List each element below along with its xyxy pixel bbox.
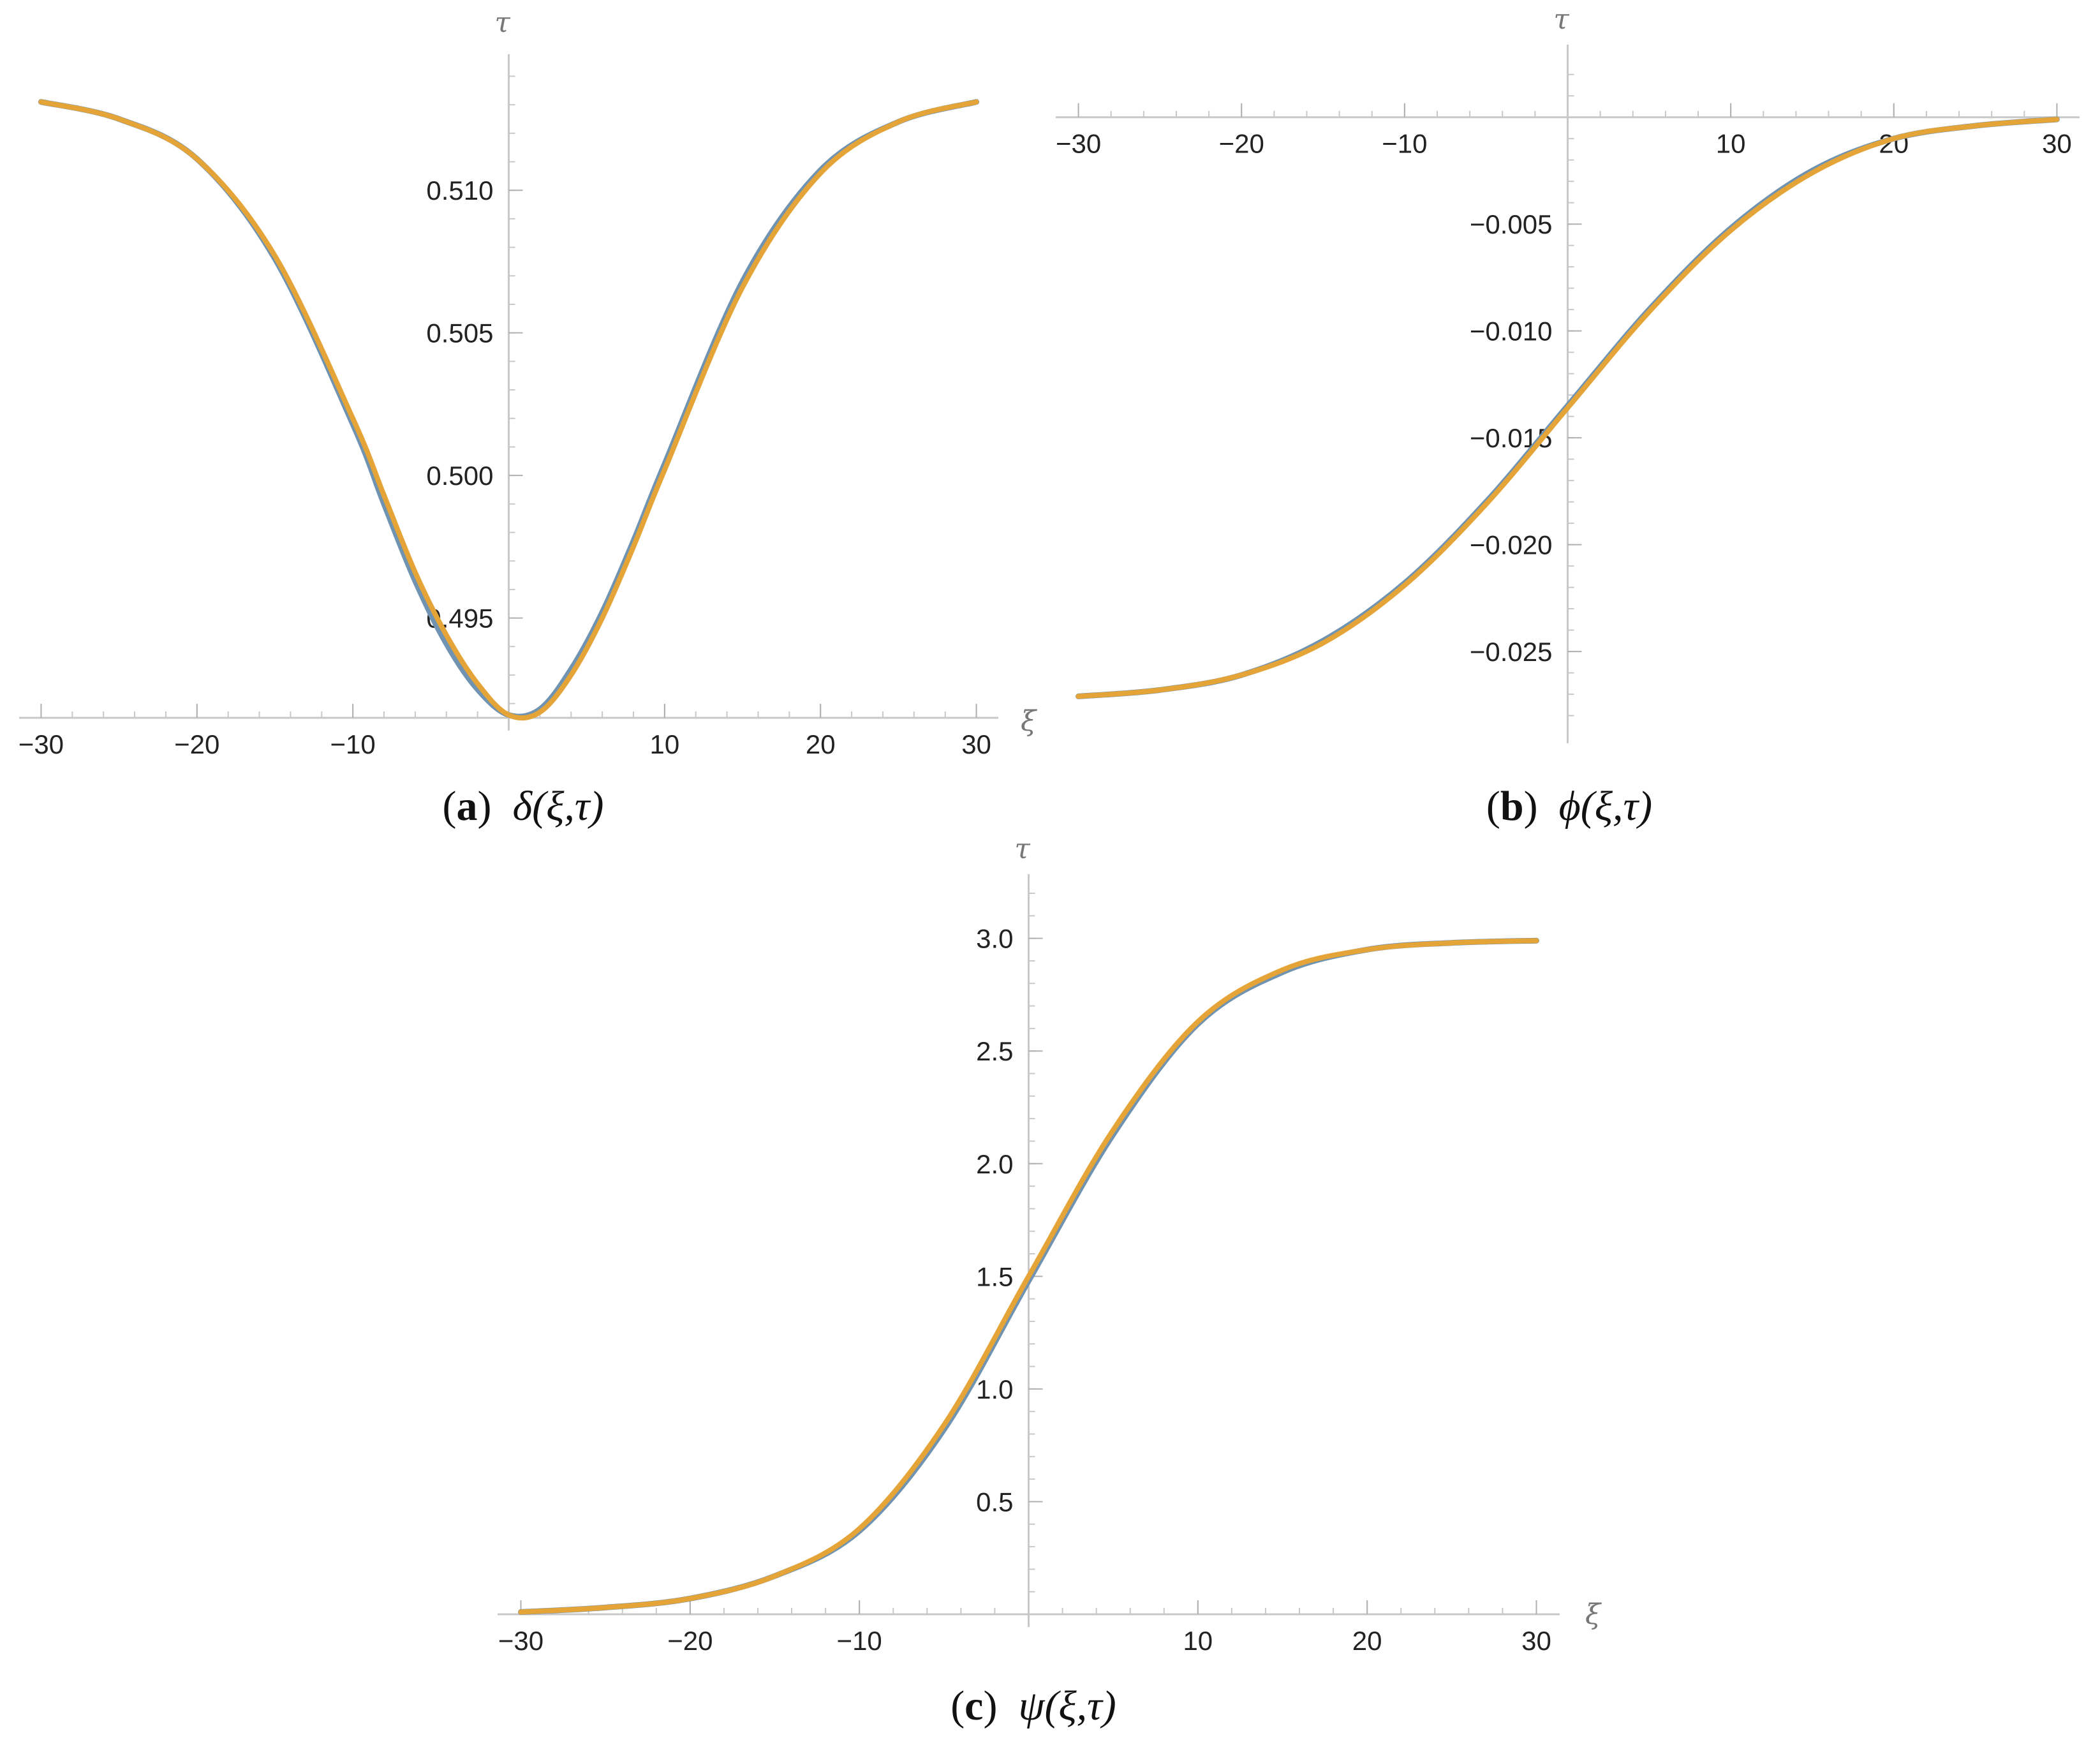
caption-close-paren: ): [983, 1683, 1018, 1729]
panel-caption: (a) δ(ξ,τ): [443, 783, 604, 829]
caption-letter: b: [1500, 783, 1524, 829]
y-tick-label: 2.5: [976, 1036, 1013, 1066]
x-tick-label: −10: [1382, 129, 1427, 159]
panel-caption: (c) ψ(ξ,τ): [950, 1683, 1116, 1729]
caption-math: δ(ξ,τ): [512, 783, 603, 829]
x-tick-label: 30: [961, 729, 991, 759]
x-tick-label: 10: [1183, 1626, 1213, 1656]
y-tick-label: 1.5: [976, 1261, 1013, 1291]
x-tick-label: −20: [667, 1626, 713, 1656]
caption-letter: c: [965, 1683, 983, 1729]
y-tick-label: −0.025: [1470, 637, 1553, 667]
y-axis-title: τ: [1014, 833, 1030, 865]
panel-c: −30 −20 −10 10 20 30 0.5 1.0 1.5 2.0 2.5 3.0 ξ τ (c) ψ…: [498, 833, 1602, 1729]
y-axis-title: τ: [494, 6, 510, 39]
series-line-orange: [38, 99, 979, 721]
y-tick-label: 0.505: [426, 318, 493, 348]
series-line-orange: [518, 938, 1539, 1615]
caption-open-paren: (: [443, 783, 457, 829]
caption-open-paren: (: [950, 1683, 965, 1729]
y-tick-label: −0.005: [1470, 209, 1553, 239]
x-tick-label: −30: [498, 1626, 543, 1656]
y-tick-label: 3.0: [976, 924, 1013, 954]
y-tick-label: −0.020: [1470, 530, 1553, 560]
panel-a: −30 −20 −10 10 20 300.4950.5000.5050.510ξτ(a)…: [18, 6, 1038, 829]
caption-math: ψ(ξ,τ): [1018, 1683, 1116, 1729]
y-tick-label: −0.010: [1470, 316, 1553, 346]
x-tick-label: 10: [1716, 129, 1746, 159]
caption-close-paren: ): [477, 783, 512, 829]
x-tick-label: 20: [806, 729, 836, 759]
x-tick-label: 10: [649, 729, 679, 759]
x-axis-title: ξ: [1585, 1598, 1602, 1631]
y-tick-label: 1.0: [976, 1374, 1013, 1404]
x-tick-label: 30: [2042, 129, 2072, 159]
series-line-orange: [1076, 117, 2060, 699]
y-axis-title: τ: [1553, 3, 1569, 36]
x-tick-label: 20: [1352, 1626, 1382, 1656]
panel-b: −30 −20 −10 10 20 30−0.005−0.010−0.015−0.020−…: [1056, 3, 2080, 829]
y-tick-label: 2.0: [976, 1149, 1013, 1179]
x-tick-label: −30: [1056, 129, 1101, 159]
x-tick-label: −10: [330, 729, 376, 759]
caption-letter: a: [456, 783, 477, 829]
x-tick-label: −20: [174, 729, 219, 759]
y-tick-label: 0.500: [426, 461, 493, 491]
y-tick-label: 0.510: [426, 175, 493, 205]
panel-caption: (b) ϕ(ξ,τ): [1486, 783, 1652, 829]
caption-math: ϕ(ξ,τ): [1559, 783, 1653, 829]
x-tick-label: −10: [837, 1626, 882, 1656]
x-tick-label: −30: [18, 729, 64, 759]
caption-close-paren: ): [1524, 783, 1559, 829]
x-axis-title: ξ: [1021, 705, 1038, 738]
y-tick-label: 0.5: [976, 1487, 1013, 1517]
x-tick-label: 30: [1521, 1626, 1551, 1656]
x-tick-label: −20: [1219, 129, 1264, 159]
caption-open-paren: (: [1486, 783, 1500, 829]
